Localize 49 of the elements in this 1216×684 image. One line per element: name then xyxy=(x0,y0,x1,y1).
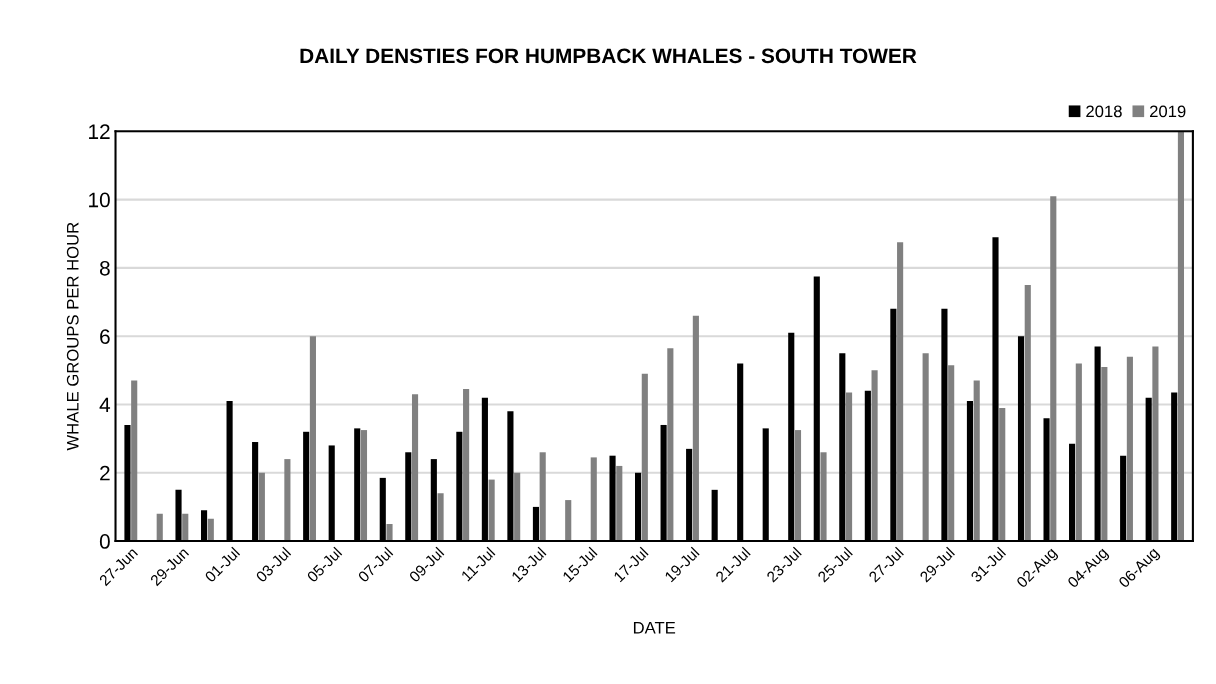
bar xyxy=(386,523,393,542)
bar xyxy=(207,518,214,542)
bar xyxy=(258,472,265,542)
bar xyxy=(794,430,802,542)
bar xyxy=(131,380,138,542)
y-tick-label: 10 xyxy=(89,192,110,208)
bar xyxy=(897,242,904,542)
bar xyxy=(692,315,699,542)
bar xyxy=(411,394,419,542)
bar xyxy=(437,493,444,542)
y-tick-label: 2 xyxy=(100,465,110,481)
y-tick-label: 0 xyxy=(99,534,110,549)
bar xyxy=(590,457,597,542)
bar xyxy=(871,370,878,542)
bar xyxy=(641,373,648,542)
bar xyxy=(948,365,955,542)
bar xyxy=(156,513,163,542)
bar xyxy=(1177,131,1185,542)
bar xyxy=(1024,284,1031,542)
bar xyxy=(922,353,929,542)
bar xyxy=(463,389,470,542)
bar xyxy=(845,392,853,542)
bar xyxy=(820,452,827,542)
bar xyxy=(360,430,368,542)
bar xyxy=(616,465,623,542)
bar xyxy=(488,479,495,542)
bar xyxy=(667,348,674,542)
bar xyxy=(1075,363,1082,542)
bar xyxy=(1050,196,1057,542)
bar xyxy=(1152,346,1159,542)
bar xyxy=(565,500,572,542)
bar xyxy=(1101,366,1108,542)
y-tick-label: 12 xyxy=(89,124,110,139)
bar xyxy=(999,407,1006,542)
bar xyxy=(1126,356,1133,542)
bar xyxy=(973,380,980,542)
y-tick-label: 4 xyxy=(99,397,111,413)
chart-title: DAILY DENSTIES FOR HUMPBACK WHALES - SOUTH TOWER xyxy=(300,48,917,64)
legend-label: 2019 xyxy=(1149,105,1186,118)
bar xyxy=(539,452,546,542)
y-tick-label: 8 xyxy=(99,260,110,276)
bar xyxy=(284,459,291,542)
y-tick-label: 6 xyxy=(100,329,110,344)
bar xyxy=(182,513,189,542)
bar xyxy=(514,472,521,542)
bar xyxy=(309,336,316,542)
x-axis-title: DATE xyxy=(633,621,676,634)
y-axis-title: WHALE GROUPS PER HOUR xyxy=(66,222,79,451)
legend-label: 2018 xyxy=(1086,105,1122,118)
